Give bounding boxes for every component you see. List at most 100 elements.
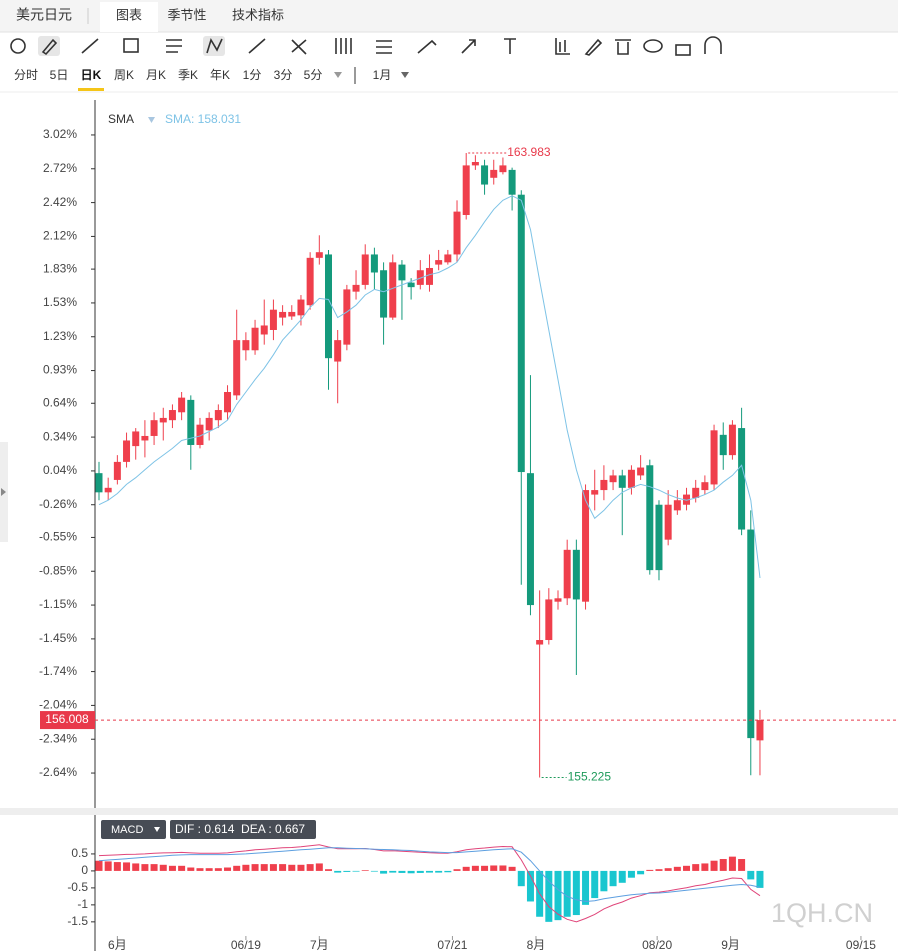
- last-price-label: 156.008: [45, 712, 89, 726]
- macd-bar: [150, 864, 158, 871]
- candle-body: [554, 598, 562, 602]
- macd-bar: [187, 867, 195, 871]
- macd-label: MACD: [111, 824, 143, 836]
- candle-body: [380, 270, 388, 318]
- macd-bar: [168, 865, 176, 871]
- side-handle-arrow: [1, 488, 6, 496]
- x-tick-label: 07/21: [437, 938, 467, 951]
- candle-body: [251, 327, 259, 351]
- period-tab[interactable]: 5分: [304, 68, 323, 82]
- icon[interactable]: [41, 38, 58, 56]
- icon[interactable]: [675, 44, 691, 56]
- icon[interactable]: [461, 39, 476, 54]
- macd-bar: [481, 865, 489, 871]
- y-tick-label: 0.93%: [43, 363, 77, 377]
- dea-line: [98, 847, 761, 903]
- y-tick-label: -2.64%: [39, 765, 77, 779]
- macd-bar: [352, 870, 360, 872]
- candle-body: [416, 270, 424, 285]
- macd-bar: [407, 870, 415, 874]
- period-tab[interactable]: 5日: [50, 68, 69, 82]
- icon[interactable]: [417, 39, 437, 54]
- y-tick-label: -0.85%: [39, 563, 77, 577]
- macd-bar: [334, 870, 342, 873]
- y-tick-label: 1.53%: [43, 295, 77, 309]
- icon[interactable]: [248, 38, 266, 54]
- period-tab[interactable]: 3分: [274, 68, 293, 82]
- candle-body: [627, 469, 635, 488]
- instrument-title: 美元日元: [16, 7, 72, 23]
- period-tab[interactable]: 月K: [146, 68, 166, 82]
- period-tab[interactable]: 季K: [178, 68, 198, 82]
- icon[interactable]: [704, 36, 722, 54]
- icon[interactable]: [81, 38, 99, 54]
- candle-body: [205, 417, 213, 431]
- dropdown-arrow[interactable]: [148, 117, 155, 123]
- macd-bar: [325, 869, 332, 871]
- candle-body: [637, 467, 645, 476]
- macd-bar: [279, 864, 287, 871]
- candle-body: [361, 254, 369, 285]
- macd-bar: [756, 870, 764, 888]
- icon[interactable]: [335, 38, 352, 54]
- macd-bar: [370, 870, 378, 872]
- icon[interactable]: [376, 40, 392, 54]
- icon[interactable]: [166, 39, 182, 53]
- period-tab[interactable]: 年K: [210, 68, 230, 82]
- period-tab[interactable]: 日K: [81, 68, 102, 82]
- period-tab[interactable]: 分时: [14, 68, 38, 82]
- icon[interactable]: [123, 38, 139, 53]
- candle-body: [334, 340, 342, 362]
- macd-bar: [224, 867, 232, 871]
- icon[interactable]: [615, 39, 631, 55]
- icon[interactable]: [291, 39, 307, 55]
- candle-body: [756, 720, 764, 741]
- macd-bar: [416, 870, 424, 873]
- y-tick-label: 0.34%: [43, 429, 77, 443]
- icon[interactable]: [643, 39, 663, 53]
- x-tick-label: 09/15: [846, 938, 876, 951]
- tab[interactable]: 图表: [116, 7, 142, 22]
- icon[interactable]: [555, 38, 570, 55]
- candle-body: [471, 162, 479, 166]
- x-tick-label: 9月: [721, 938, 740, 951]
- candle-body: [352, 284, 360, 292]
- tab[interactable]: 季节性: [167, 7, 206, 22]
- macd-bar: [123, 862, 131, 871]
- y-tick-label: -2.04%: [39, 698, 77, 712]
- candle-body: [490, 169, 498, 178]
- dropdown-arrow[interactable]: [334, 72, 342, 78]
- candle-body: [343, 289, 351, 345]
- range-selector[interactable]: 1月: [373, 68, 392, 82]
- icon[interactable]: [10, 38, 26, 54]
- candle-body: [141, 435, 149, 441]
- panel-separator: [0, 808, 898, 815]
- dropdown-arrow[interactable]: [401, 72, 409, 78]
- macd-bar: [178, 865, 186, 871]
- candle-body: [242, 340, 250, 351]
- y-tick-label: -2.34%: [39, 731, 77, 745]
- macd-bar: [526, 870, 534, 902]
- x-tick-label: 8月: [527, 938, 546, 951]
- period-tab[interactable]: 周K: [114, 68, 134, 82]
- candle-body: [95, 473, 103, 493]
- candle-body: [462, 165, 470, 215]
- macd-selector[interactable]: [101, 820, 166, 839]
- period-tab[interactable]: 1分: [243, 68, 262, 82]
- icon[interactable]: [504, 38, 516, 54]
- last-price-tag: [40, 711, 95, 730]
- macd-bar: [389, 870, 397, 873]
- tab[interactable]: 技术指标: [232, 7, 284, 22]
- icon[interactable]: [584, 38, 603, 56]
- candle-body: [481, 165, 489, 185]
- macd-bar: [701, 863, 709, 871]
- macd-bar: [728, 856, 736, 871]
- macd-bar: [444, 870, 452, 873]
- period-underline: [78, 88, 104, 91]
- candle-body: [664, 504, 672, 540]
- candle-body: [168, 410, 176, 421]
- icon[interactable]: [206, 38, 223, 54]
- candle-body: [288, 311, 296, 317]
- candle-body: [646, 465, 654, 571]
